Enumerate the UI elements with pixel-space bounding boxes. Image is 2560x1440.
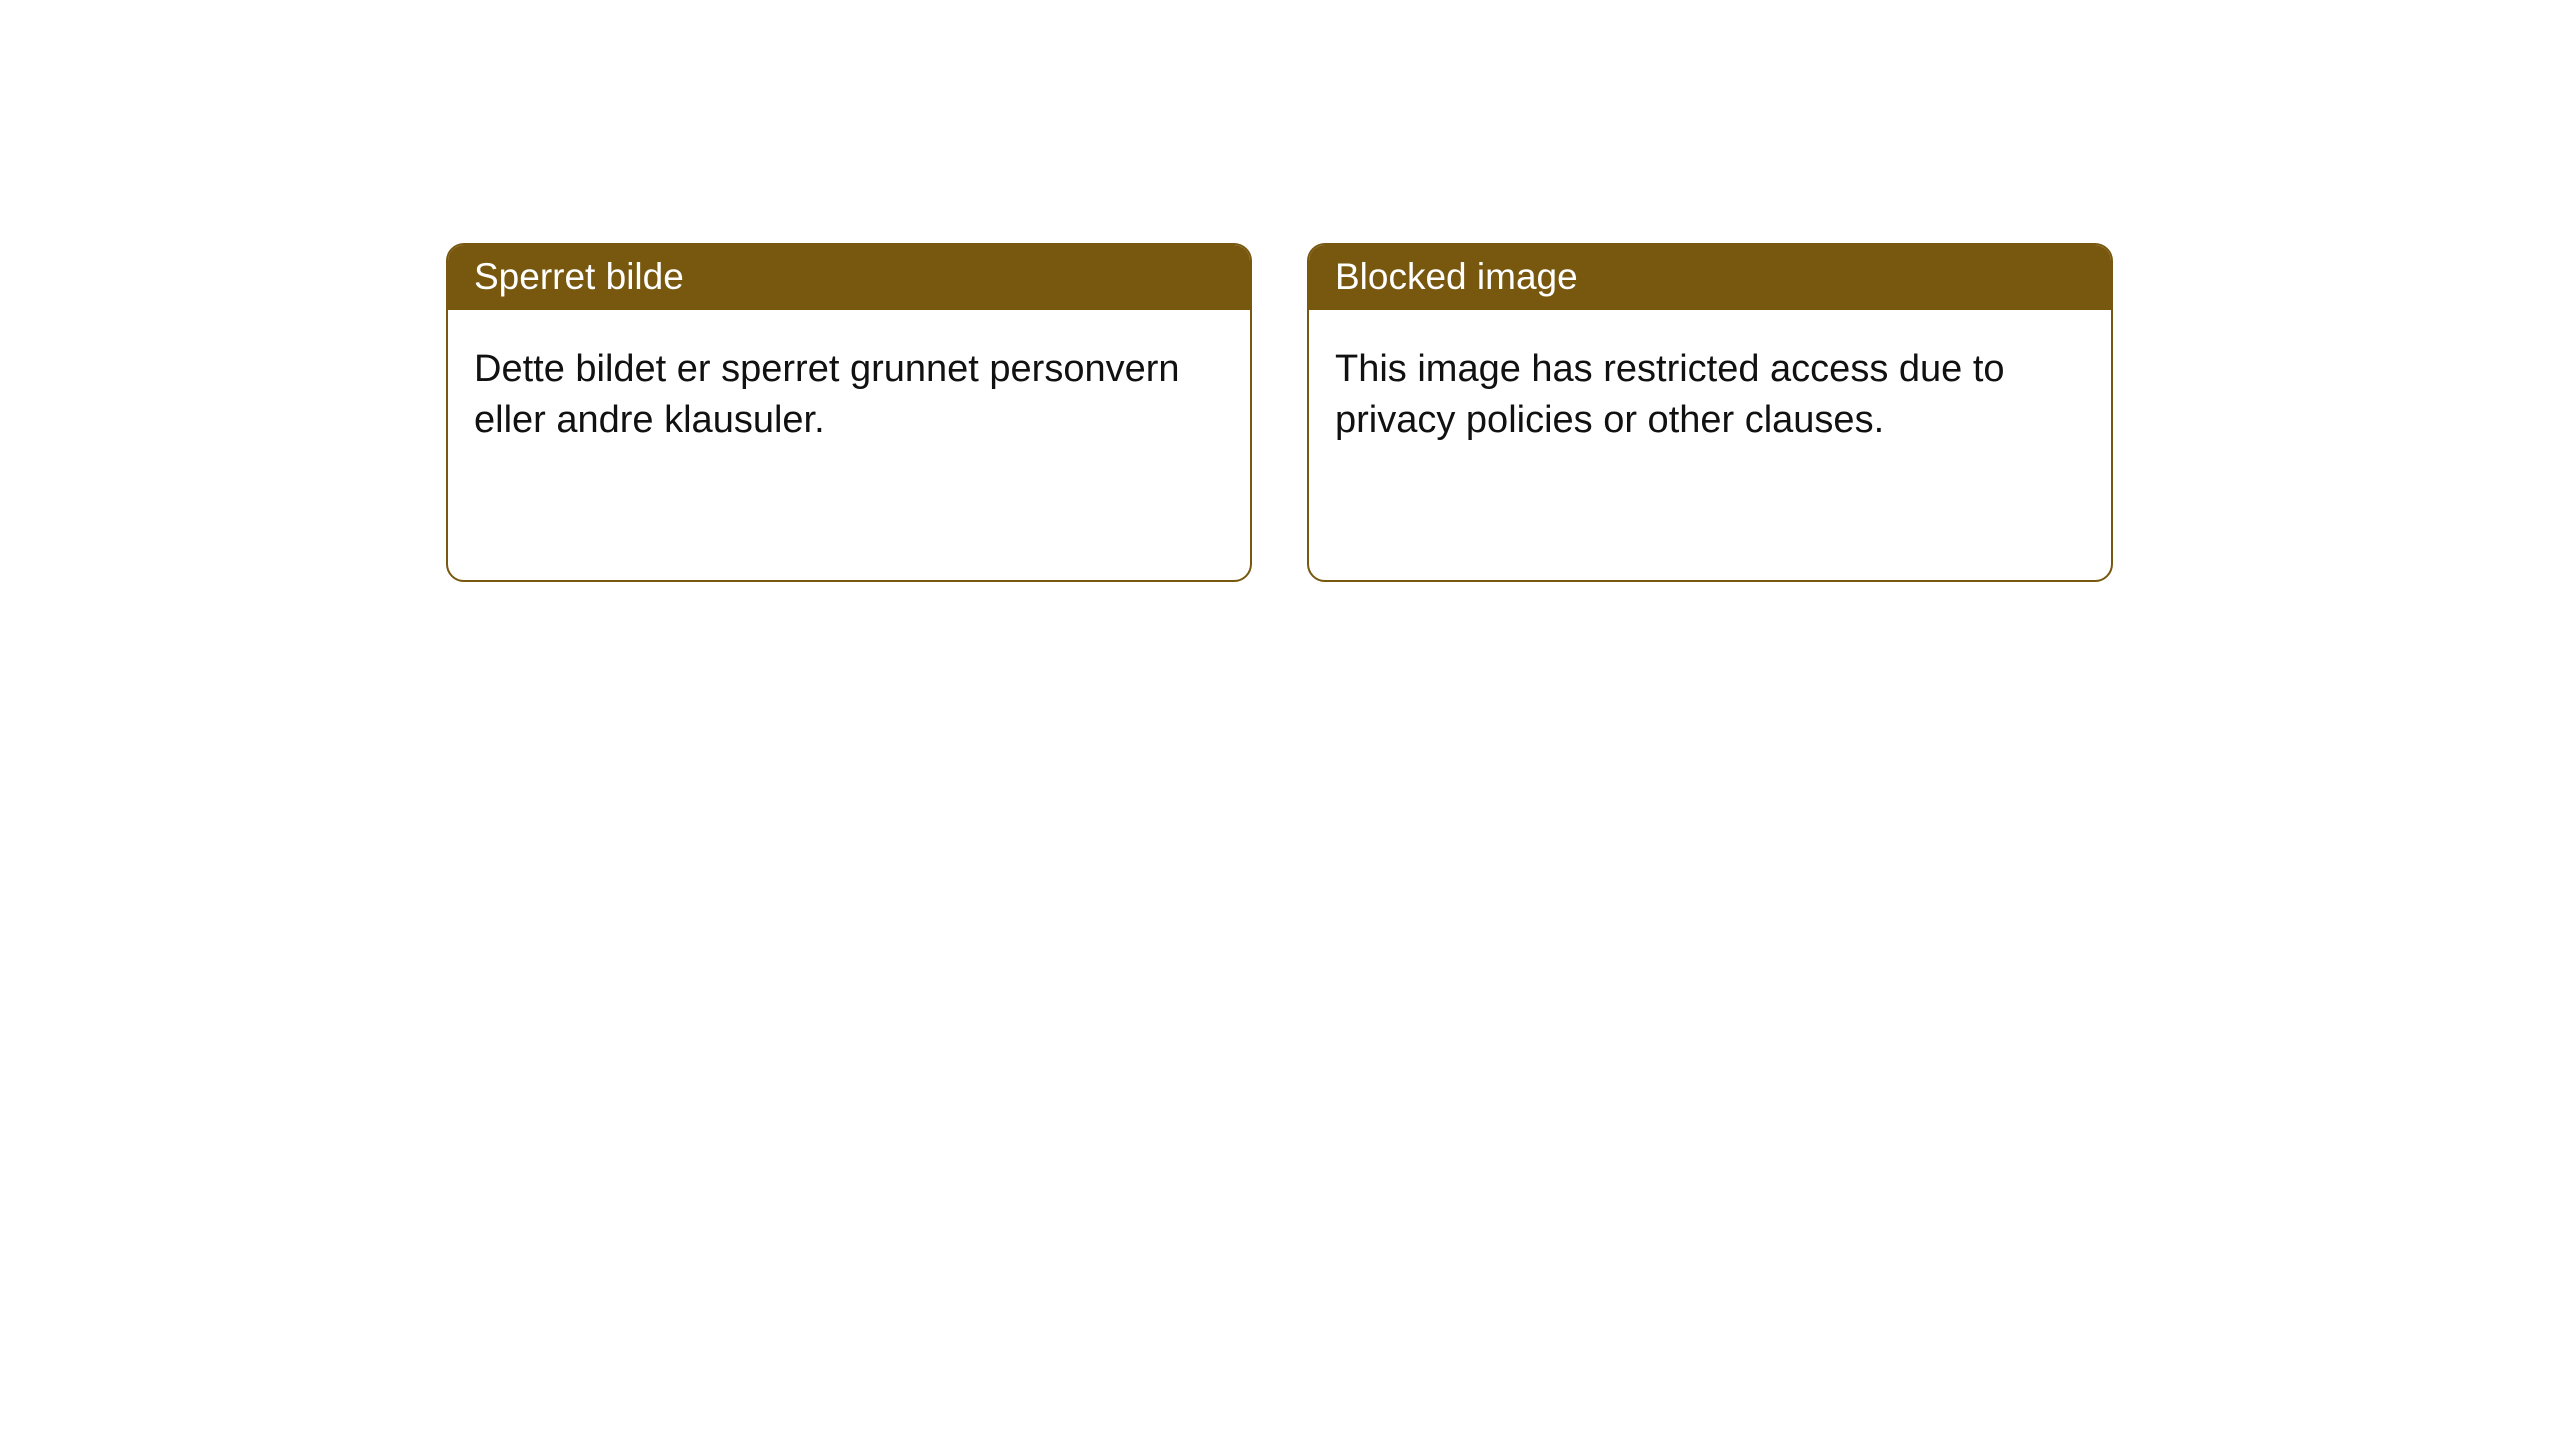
- notice-card-english: Blocked image This image has restricted …: [1307, 243, 2113, 582]
- notice-cards-container: Sperret bilde Dette bildet er sperret gr…: [0, 0, 2560, 582]
- card-body-text: This image has restricted access due to …: [1309, 310, 2111, 580]
- notice-card-norwegian: Sperret bilde Dette bildet er sperret gr…: [446, 243, 1252, 582]
- card-title: Blocked image: [1309, 245, 2111, 310]
- card-body-text: Dette bildet er sperret grunnet personve…: [448, 310, 1250, 580]
- card-title: Sperret bilde: [448, 245, 1250, 310]
